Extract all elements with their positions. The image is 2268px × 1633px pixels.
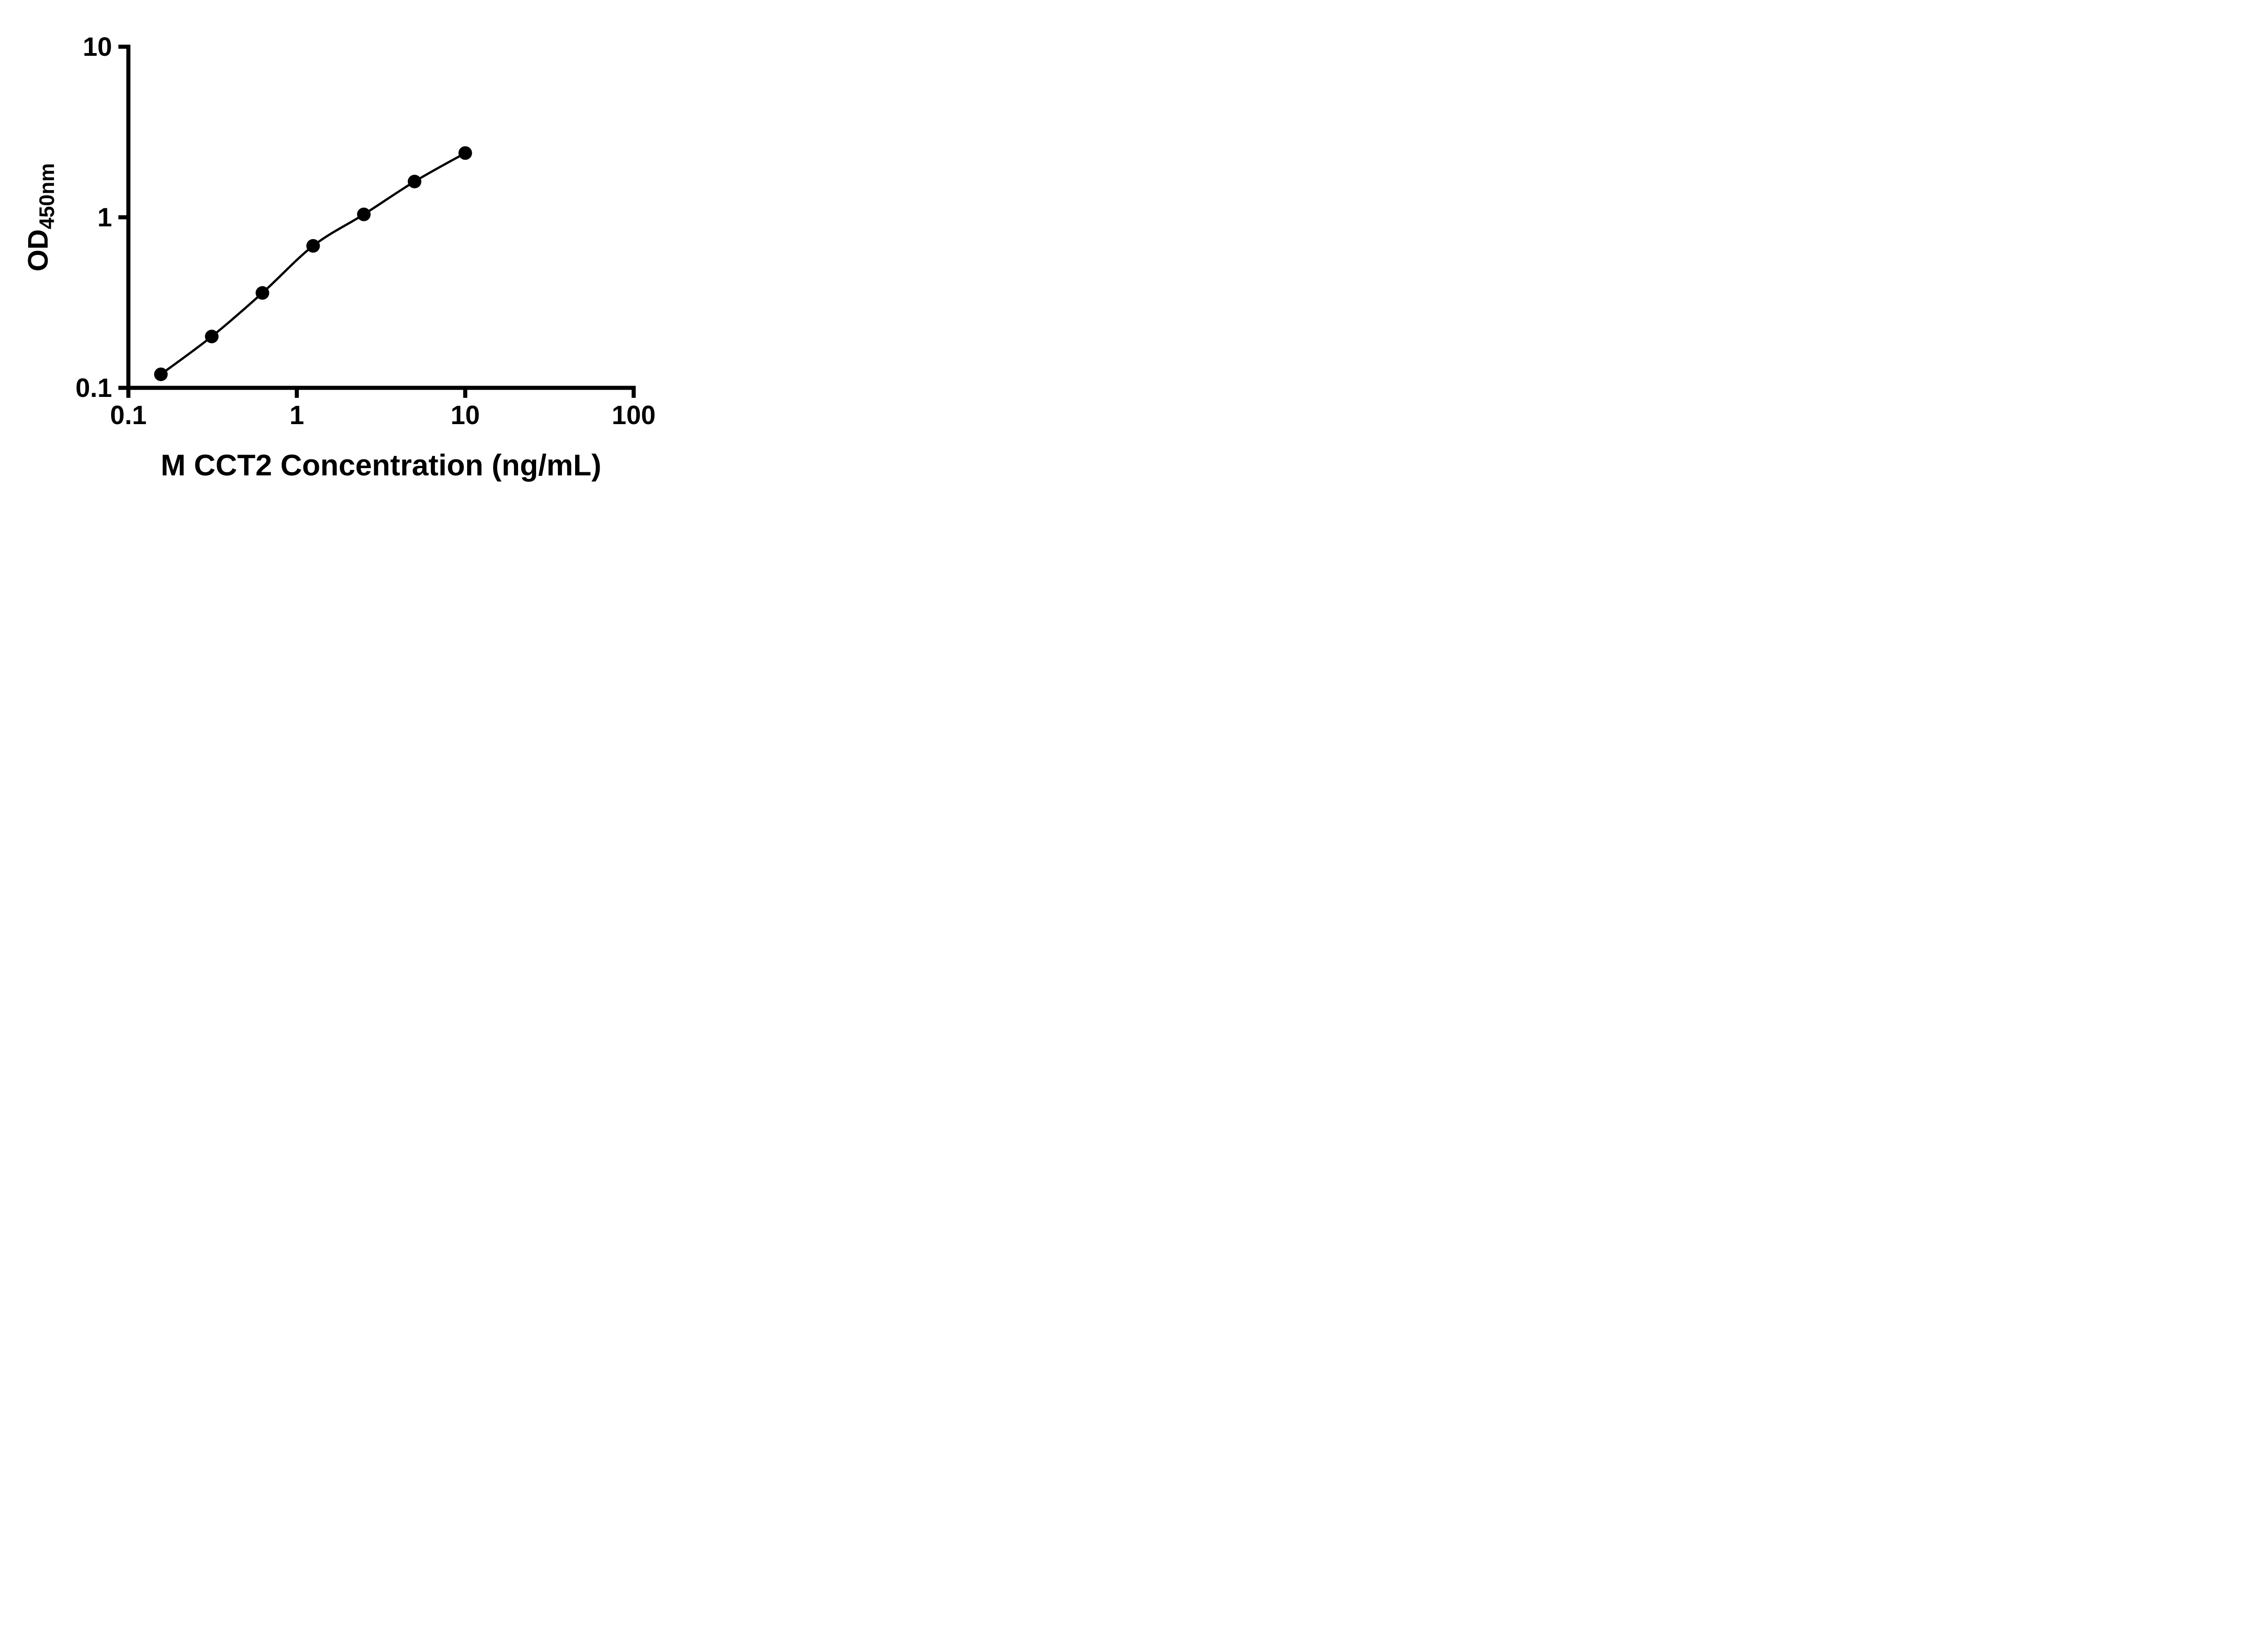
data-point (306, 239, 320, 253)
elisa-standard-curve-figure: M CCT2 Concentration (ng/mL) OD450nm 0.1… (0, 0, 708, 505)
y-tick-label: 1 (98, 203, 112, 232)
data-point (154, 367, 168, 381)
fit-curve (160, 152, 466, 376)
x-tick-label: 0.1 (110, 401, 147, 430)
y-axis-title: OD450nm (23, 163, 59, 272)
x-tick-label: 10 (450, 401, 480, 430)
y-axis-title-subscript: 450nm (35, 163, 59, 230)
data-point (407, 175, 421, 189)
data-point (458, 146, 472, 160)
y-axis-title-main: OD (23, 229, 54, 271)
y-tick-label: 10 (83, 32, 112, 62)
data-point (205, 329, 219, 343)
x-tick-label: 1 (289, 401, 304, 430)
data-point (357, 207, 371, 221)
x-tick-label: 100 (612, 401, 656, 430)
data-point (255, 286, 269, 300)
chart-canvas: M CCT2 Concentration (ng/mL) OD450nm 0.1… (23, 32, 656, 482)
x-axis-title: M CCT2 Concentration (ng/mL) (161, 448, 601, 482)
y-tick-label: 0.1 (75, 373, 112, 403)
